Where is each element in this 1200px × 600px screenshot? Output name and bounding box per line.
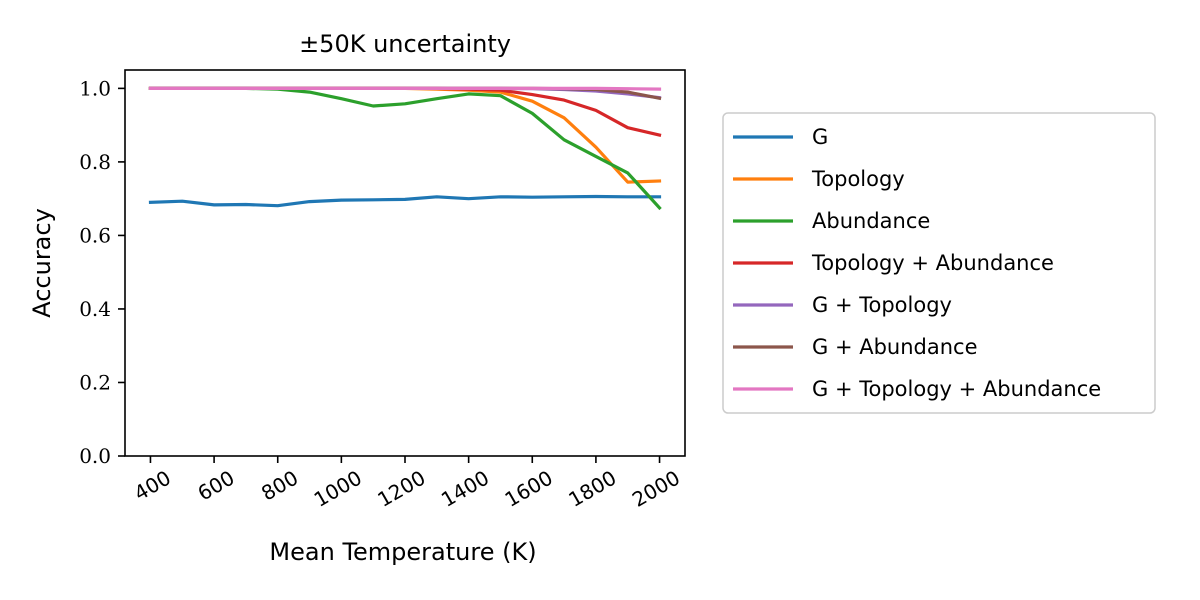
series-line-4 bbox=[148, 86, 662, 138]
x-tick-label: 1200 bbox=[373, 466, 429, 512]
legend-label: Topology + Abundance bbox=[811, 251, 1054, 275]
y-tick-label: 1.0 bbox=[79, 76, 111, 100]
legend: G Topology Abundance Topology + Abundance G … bbox=[722, 112, 1156, 414]
series-line-7 bbox=[148, 86, 662, 91]
chart-title: ±50K uncertainty bbox=[299, 30, 511, 58]
legend-label: G bbox=[812, 125, 828, 149]
plot-area bbox=[148, 86, 662, 211]
y-axis-label: Accuracy bbox=[28, 208, 56, 318]
legend-frame bbox=[722, 112, 1156, 414]
x-tick-label: 2000 bbox=[628, 466, 684, 512]
x-tick-label: 400 bbox=[130, 466, 175, 506]
x-axis: 400 600 800 1000 1200 1400 1600 1800 2000 bbox=[130, 456, 684, 512]
x-axis-label: Mean Temperature (K) bbox=[269, 538, 536, 566]
legend-label: G + Abundance bbox=[812, 335, 978, 359]
x-tick-label: 800 bbox=[257, 466, 302, 506]
legend-label: G + Topology bbox=[812, 293, 952, 317]
y-tick-label: 0.6 bbox=[79, 223, 111, 247]
y-axis: 0.0 0.2 0.4 0.6 0.8 1.0 bbox=[79, 76, 125, 468]
x-tick-label: 1600 bbox=[501, 466, 557, 512]
legend-label: Topology bbox=[811, 167, 905, 191]
x-tick-label: 600 bbox=[194, 466, 239, 506]
legend-label: G + Topology + Abundance bbox=[812, 377, 1101, 401]
series-line-1 bbox=[148, 194, 662, 208]
y-tick-label: 0.4 bbox=[79, 297, 111, 321]
y-tick-label: 0.8 bbox=[79, 150, 111, 174]
legend-label: Abundance bbox=[812, 209, 930, 233]
x-tick-label: 1000 bbox=[310, 466, 366, 512]
y-tick-label: 0.0 bbox=[79, 444, 111, 468]
x-tick-label: 1800 bbox=[564, 466, 620, 512]
plot-frame bbox=[124, 69, 686, 457]
y-tick-label: 0.2 bbox=[79, 370, 111, 394]
x-tick-label: 1400 bbox=[437, 466, 493, 512]
